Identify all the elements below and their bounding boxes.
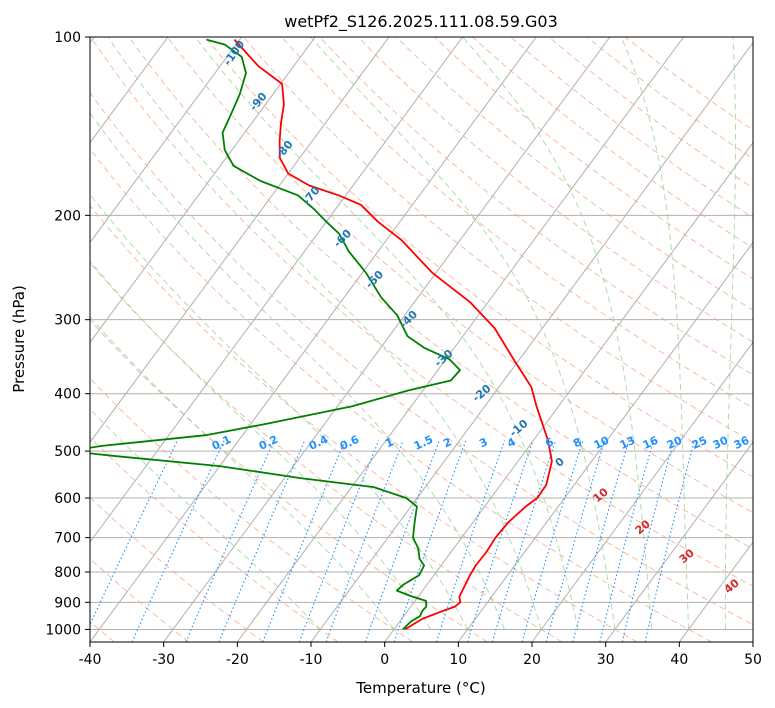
dry-adiabat-line xyxy=(357,37,753,343)
mixing-ratio-line xyxy=(521,440,584,642)
dry-adiabat-line xyxy=(166,37,753,514)
isotherm-line xyxy=(90,37,169,144)
moist-adiabat-line xyxy=(724,37,736,630)
x-tick-label: 20 xyxy=(523,652,541,668)
isotherm-line xyxy=(531,341,753,642)
mixing-ratio-line xyxy=(131,440,225,642)
y-tick-label: 100 xyxy=(54,30,81,46)
x-tick-label: -10 xyxy=(300,652,323,668)
mixing-ratio-line xyxy=(466,440,534,642)
y-tick-label: 500 xyxy=(54,444,81,460)
mixing-ratio-line xyxy=(545,440,606,642)
y-tick-label: 200 xyxy=(54,208,81,224)
isotherm-line xyxy=(90,37,537,642)
moist-adiabat-line xyxy=(90,260,432,630)
x-tick-label: -30 xyxy=(152,652,175,668)
x-tick-label: -40 xyxy=(79,652,102,668)
dry-adiabat-line xyxy=(90,204,638,642)
isotherm-line xyxy=(605,441,753,642)
x-axis-label: Temperature (°C) xyxy=(355,679,485,697)
mixing-ratio-line xyxy=(599,440,655,642)
isotherm-line xyxy=(236,37,685,642)
x-tick-label: 40 xyxy=(670,652,688,668)
plot-frame xyxy=(89,36,754,643)
dry-adiabat-line xyxy=(90,148,712,642)
mixing-ratio-line xyxy=(393,440,467,642)
mixing-ratio-label: 13 xyxy=(618,434,637,452)
dry-adiabat-line xyxy=(90,261,563,642)
y-tick-label: 300 xyxy=(54,313,81,329)
isotherm-line xyxy=(90,37,316,344)
isotherm-line xyxy=(384,141,753,642)
mixing-ratio-line xyxy=(572,440,630,642)
dry-adiabat-line xyxy=(395,37,753,311)
mixing-ratio-label: 30 xyxy=(711,434,731,452)
mixing-ratio-label: 36 xyxy=(732,434,752,452)
moist-adiabat-line xyxy=(107,37,542,630)
isotherm-line xyxy=(310,41,753,642)
moist-adiabat-line xyxy=(194,37,579,630)
plot-area xyxy=(90,37,753,642)
isotherm-line xyxy=(90,37,464,543)
x-tick-label: -20 xyxy=(226,652,249,668)
dry-adiabat-line xyxy=(90,37,753,587)
y-tick-label: 900 xyxy=(54,595,81,611)
mixing-ratio-label: 16 xyxy=(641,434,661,452)
moist-adiabat-line xyxy=(310,37,616,630)
mixing-ratio-line xyxy=(364,440,440,642)
x-tick-label: 50 xyxy=(744,652,762,668)
mixing-ratio-line xyxy=(491,440,557,642)
y-tick-label: 400 xyxy=(54,387,81,403)
dry-adiabat-line xyxy=(128,37,753,550)
isotherm-line xyxy=(90,37,390,444)
chart-title: wetPf2_S126.2025.111.08.59.G03 xyxy=(284,12,558,32)
y-tick-label: 800 xyxy=(54,565,81,581)
dry-adiabat-line xyxy=(90,91,753,626)
mixing-ratio-line xyxy=(621,440,675,642)
mixing-ratio-label: 25 xyxy=(690,434,709,452)
moist-adiabat-line xyxy=(90,316,395,630)
mixing-ratio-label: 20 xyxy=(665,434,685,452)
isotherm-line xyxy=(163,37,611,642)
moist-adiabat-line xyxy=(462,37,653,630)
moist-adiabat-line xyxy=(90,193,469,630)
y-tick-label: 700 xyxy=(54,531,81,547)
isotherm-line xyxy=(457,241,753,642)
dry-adiabat-line xyxy=(90,377,414,642)
mixing-ratio-line xyxy=(218,440,306,642)
dry-adiabat-line xyxy=(319,37,753,376)
y-axis-label: Pressure (hPa) xyxy=(10,285,28,393)
moist-adiabat-line xyxy=(620,37,690,630)
mixing-ratio-line xyxy=(185,440,275,642)
temperature-profile-line xyxy=(233,39,553,631)
dewpoint-profile-line xyxy=(90,38,461,631)
x-tick-label: 10 xyxy=(449,652,467,668)
moist-adiabat-line xyxy=(90,408,321,630)
mixing-ratio-label: 10 xyxy=(592,434,612,452)
mixing-ratio-line xyxy=(644,440,696,642)
y-tick-label: 600 xyxy=(54,491,81,507)
axes: -40 -30 -20 -10 0 10 20 30 40 50 100 200 300 400 500 60… xyxy=(45,30,762,668)
x-tick-label: 30 xyxy=(597,652,615,668)
moist-adiabat-line xyxy=(90,112,505,630)
x-tick-label: 0 xyxy=(380,652,389,668)
y-tick-label: 1000 xyxy=(45,622,81,638)
